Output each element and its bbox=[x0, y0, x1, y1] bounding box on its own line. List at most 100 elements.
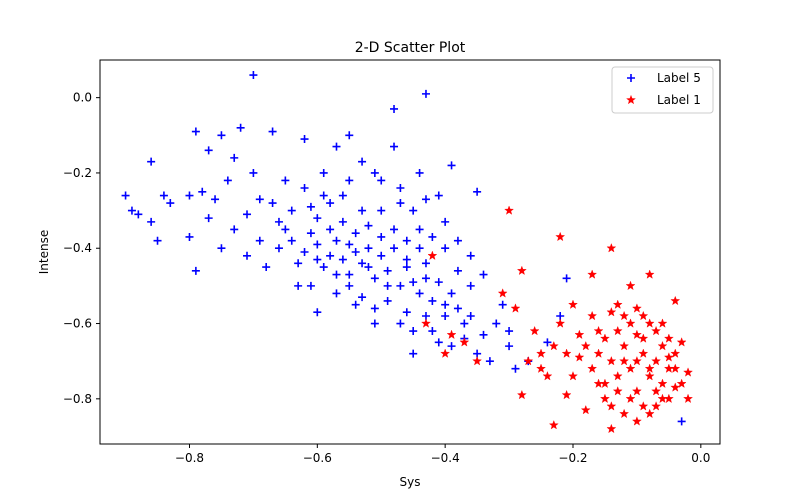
data-point bbox=[580, 340, 591, 351]
data-point bbox=[345, 131, 354, 140]
data-point bbox=[676, 378, 687, 388]
data-point bbox=[593, 378, 604, 388]
data-point bbox=[396, 199, 405, 208]
data-point bbox=[409, 206, 418, 215]
data-point bbox=[561, 348, 572, 358]
data-point bbox=[670, 382, 681, 392]
data-point bbox=[402, 263, 411, 272]
data-point bbox=[593, 325, 604, 336]
data-point bbox=[268, 127, 277, 136]
data-point bbox=[479, 270, 488, 279]
data-point bbox=[466, 251, 475, 260]
data-point bbox=[644, 269, 655, 279]
data-point bbox=[619, 310, 630, 321]
data-point bbox=[473, 187, 482, 196]
data-point bbox=[683, 367, 693, 377]
data-point bbox=[409, 327, 418, 336]
data-point bbox=[676, 337, 687, 347]
data-point bbox=[364, 244, 373, 253]
data-point bbox=[326, 251, 335, 260]
data-point bbox=[548, 340, 559, 351]
data-point bbox=[434, 338, 443, 347]
data-point bbox=[377, 206, 386, 215]
data-point bbox=[638, 333, 649, 343]
y-axis-label: Intense bbox=[37, 230, 51, 274]
data-point bbox=[663, 352, 674, 362]
x-tick-label: −0.2 bbox=[558, 451, 587, 465]
data-point bbox=[338, 191, 347, 200]
data-point bbox=[612, 371, 623, 381]
data-point bbox=[644, 318, 655, 328]
data-point bbox=[511, 364, 520, 373]
data-point bbox=[223, 176, 232, 185]
data-point bbox=[460, 319, 469, 328]
data-point bbox=[191, 266, 200, 275]
data-point bbox=[134, 210, 143, 219]
data-point bbox=[127, 206, 136, 215]
x-axis-label: Sys bbox=[400, 475, 421, 489]
data-point bbox=[287, 236, 296, 245]
data-point bbox=[612, 386, 623, 396]
data-point bbox=[587, 363, 598, 373]
data-point bbox=[561, 389, 572, 400]
data-point bbox=[568, 371, 578, 381]
data-point bbox=[441, 244, 450, 253]
data-point bbox=[421, 274, 430, 283]
data-point bbox=[345, 281, 354, 290]
data-point bbox=[651, 325, 662, 336]
data-point bbox=[644, 363, 655, 373]
data-point bbox=[306, 281, 315, 290]
data-point bbox=[440, 348, 451, 358]
data-point bbox=[638, 401, 649, 411]
data-point bbox=[453, 236, 462, 245]
data-point bbox=[441, 217, 450, 226]
data-point bbox=[441, 300, 450, 309]
data-point bbox=[505, 327, 514, 336]
data-point bbox=[191, 127, 200, 136]
data-point bbox=[631, 386, 642, 396]
data-point bbox=[606, 243, 617, 253]
data-point bbox=[255, 236, 264, 245]
data-point bbox=[453, 266, 462, 275]
data-point bbox=[313, 255, 322, 264]
data-point bbox=[358, 259, 367, 268]
data-point bbox=[319, 191, 328, 200]
data-point bbox=[516, 265, 527, 276]
x-tick-label: 0.0 bbox=[691, 451, 710, 465]
data-point bbox=[306, 229, 315, 238]
x-tick-label: −0.6 bbox=[303, 451, 332, 465]
data-point bbox=[332, 289, 341, 298]
data-point bbox=[485, 357, 494, 366]
data-point bbox=[421, 195, 430, 204]
data-point bbox=[274, 244, 283, 253]
data-point bbox=[351, 248, 360, 256]
data-point bbox=[434, 278, 443, 287]
data-point bbox=[147, 157, 156, 166]
data-point bbox=[204, 146, 213, 155]
data-point bbox=[447, 289, 456, 298]
data-point bbox=[657, 393, 668, 404]
data-point bbox=[396, 281, 405, 290]
data-point bbox=[121, 191, 130, 200]
data-point bbox=[268, 199, 277, 208]
data-point bbox=[631, 303, 642, 313]
data-point bbox=[510, 303, 521, 313]
data-point bbox=[631, 329, 642, 340]
y-tick-label: −0.6 bbox=[63, 317, 92, 331]
data-point bbox=[300, 184, 309, 192]
data-point bbox=[402, 236, 411, 245]
legend-label-1: Label 1 bbox=[657, 93, 701, 107]
data-point bbox=[383, 296, 392, 305]
data-point bbox=[358, 157, 367, 166]
data-point bbox=[230, 153, 239, 162]
data-point bbox=[427, 250, 438, 260]
data-point bbox=[651, 355, 662, 366]
data-point bbox=[536, 348, 546, 358]
data-point bbox=[612, 299, 623, 309]
data-point bbox=[345, 270, 354, 279]
legend-marker-label-5 bbox=[627, 74, 635, 82]
data-point bbox=[497, 288, 508, 298]
data-point bbox=[434, 191, 443, 200]
data-point bbox=[409, 278, 418, 287]
